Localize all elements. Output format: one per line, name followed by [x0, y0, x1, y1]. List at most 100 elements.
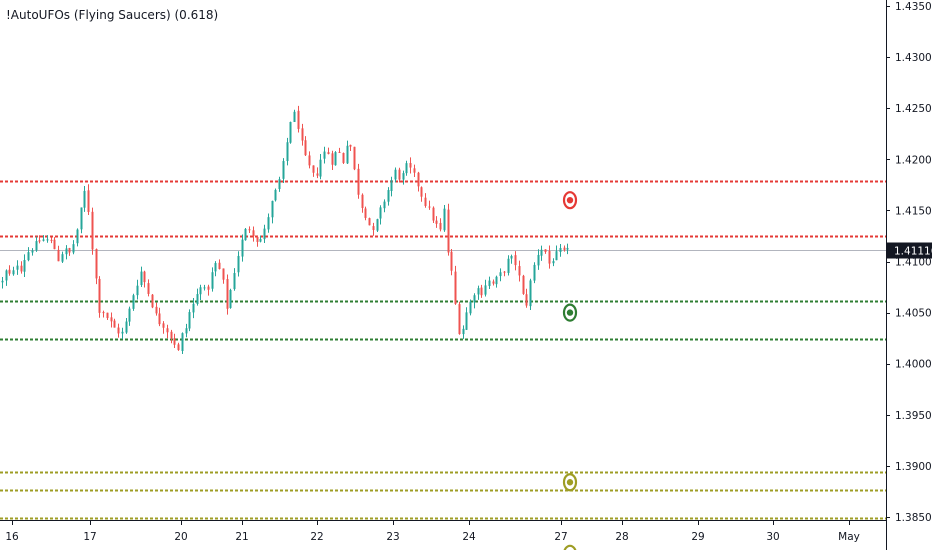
candle-body: [113, 320, 116, 328]
price-tick-label: 1.43500: [895, 1, 932, 13]
candle-body: [226, 279, 229, 309]
candle-body: [480, 287, 483, 296]
price-tick-label: 1.41500: [895, 205, 932, 217]
candle-body: [61, 254, 64, 262]
candle-body: [87, 190, 90, 212]
ufo-ring: [562, 191, 578, 210]
time-tick-label: 27: [554, 531, 567, 543]
candle-body: [518, 266, 521, 276]
candle-body: [559, 247, 562, 252]
candle-body: [151, 294, 154, 308]
candle-body: [267, 217, 270, 230]
candle-body: [301, 128, 304, 141]
candle-body: [155, 306, 158, 314]
candle-body: [207, 286, 210, 290]
candle-body: [95, 249, 98, 279]
price-tick-label: 1.40500: [895, 308, 932, 320]
candle-body: [357, 168, 360, 195]
candle-body: [1, 280, 4, 283]
candle-body: [185, 328, 188, 334]
candle-body: [342, 153, 345, 163]
price-tick-label: 1.42500: [895, 103, 932, 115]
candle-body: [383, 201, 386, 209]
candle-body: [503, 271, 506, 273]
ufo-ring: [562, 303, 578, 322]
candle-body: [465, 312, 468, 330]
ufo-ring: [562, 544, 578, 555]
candle-body: [140, 271, 143, 286]
candle-body: [16, 265, 19, 270]
candle-body: [304, 140, 307, 156]
candle-body: [364, 208, 367, 218]
candle-body: [241, 239, 244, 257]
candle-body: [398, 169, 401, 180]
candle-body: [488, 280, 491, 287]
candle-body: [349, 144, 352, 147]
candle-body: [495, 276, 498, 285]
candle-body: [443, 208, 446, 231]
candle-body: [46, 239, 49, 241]
candle-body: [390, 180, 393, 191]
time-tick-label: 22: [310, 531, 323, 543]
candle-body: [477, 288, 480, 295]
candle-body: [525, 294, 528, 306]
candle-body: [136, 285, 139, 296]
time-tick-label: 28: [615, 531, 628, 543]
candle-body: [80, 207, 83, 230]
candle-body: [540, 249, 543, 256]
candle-body: [8, 269, 11, 274]
candle-body: [50, 239, 53, 241]
candle-body: [312, 165, 315, 173]
candle-body: [252, 230, 255, 237]
time-axis[interactable]: 16 17 20 21 22 23 24 27 28 29 30 May: [5, 520, 860, 543]
price-tick-label: 1.41000: [895, 257, 932, 269]
candle-body: [353, 146, 356, 170]
candle-body: [12, 270, 15, 275]
ufo-marker-2: [562, 303, 578, 322]
candle-body: [117, 327, 120, 334]
candle-body: [125, 321, 128, 333]
price-tick-label: 1.39500: [895, 410, 932, 422]
candle-body: [334, 152, 337, 166]
candle-body: [331, 153, 334, 165]
candle-body: [552, 261, 555, 264]
candle-body: [368, 218, 371, 226]
candle-body: [376, 219, 379, 231]
time-tick-label: 16: [5, 531, 19, 543]
candle-body: [218, 262, 221, 269]
candle-body: [492, 281, 495, 284]
candle-body: [256, 236, 259, 242]
candle-body: [173, 338, 176, 345]
candle-body: [65, 248, 68, 255]
candle-body: [53, 239, 56, 250]
candle-body: [458, 304, 461, 335]
time-tick-label: 17: [83, 531, 96, 543]
ufo-marker-1: [562, 191, 578, 210]
price-axis[interactable]: 1.43500 1.43000 1.42500 1.42000 1.41500 1.410…: [886, 1, 932, 550]
candle-body: [233, 273, 236, 290]
candle-body: [222, 268, 225, 280]
candle-body: [428, 206, 431, 208]
time-tick-label: 30: [766, 531, 779, 543]
candle-body: [420, 187, 423, 197]
candle-body: [293, 111, 296, 122]
ufo-core: [566, 196, 574, 204]
candle-body: [143, 271, 146, 283]
candle-body: [379, 207, 382, 219]
time-tick-label: 29: [691, 531, 704, 543]
candle-body: [83, 190, 86, 208]
time-tick-label: 20: [174, 531, 187, 543]
candle-body: [38, 240, 41, 242]
time-tick-label: 24: [462, 531, 476, 543]
candle-body: [432, 207, 435, 221]
indicator-title[interactable]: !AutoUFOs (Flying Saucers) (0.618): [6, 8, 219, 22]
candle-body: [106, 312, 109, 319]
candle-body: [211, 272, 214, 289]
candle-body: [214, 263, 217, 272]
candle-body: [203, 287, 206, 289]
candle-body: [132, 295, 135, 309]
candle-body: [439, 222, 442, 230]
price-tick-label: 1.40000: [895, 359, 932, 371]
